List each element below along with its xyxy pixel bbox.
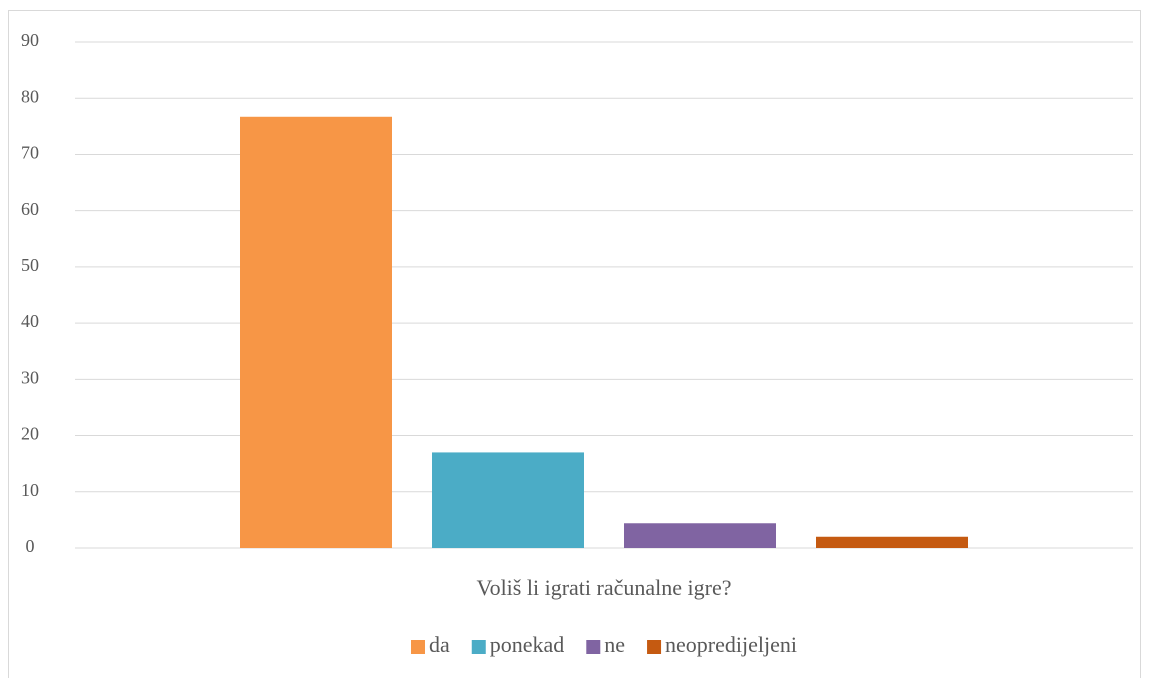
legend-swatch — [410, 640, 425, 654]
legend-swatch — [586, 640, 601, 654]
x-axis-category: Voliš li igrati računalne igre? — [477, 575, 732, 600]
bar — [240, 116, 392, 548]
bar — [624, 523, 776, 548]
y-tick-label: 90 — [21, 30, 39, 50]
chart-frame — [8, 10, 1141, 678]
bar — [816, 536, 968, 548]
y-tick-label: 70 — [21, 143, 39, 163]
bar — [432, 452, 584, 548]
legend-label: ne — [604, 632, 625, 657]
legend-label: neopredijeljeni — [665, 632, 797, 657]
legend-label: ponekad — [490, 632, 565, 657]
y-tick-label: 10 — [21, 480, 39, 500]
y-tick-label: 30 — [21, 367, 39, 387]
y-tick-label: 0 — [26, 536, 35, 556]
legend-swatch — [471, 640, 486, 654]
y-tick-label: 40 — [21, 311, 39, 331]
y-tick-label: 50 — [21, 255, 39, 275]
y-tick-label: 80 — [21, 86, 39, 106]
legend-label: da — [429, 632, 450, 657]
legend-swatch — [647, 640, 662, 654]
y-tick-label: 20 — [21, 424, 39, 444]
y-tick-label: 60 — [21, 199, 39, 219]
